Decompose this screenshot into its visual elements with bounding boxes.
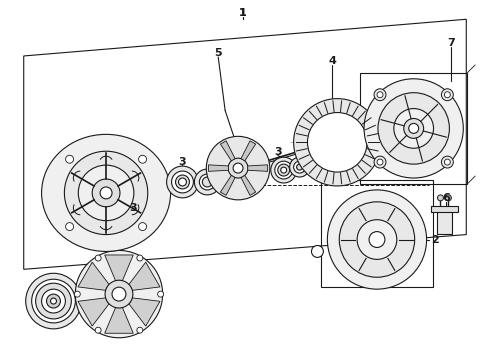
Circle shape (64, 151, 148, 235)
Circle shape (32, 279, 75, 323)
Circle shape (139, 155, 147, 163)
Circle shape (78, 165, 134, 221)
Circle shape (206, 136, 270, 200)
Circle shape (377, 92, 383, 98)
Circle shape (374, 89, 386, 101)
Circle shape (25, 273, 81, 329)
Text: 2: 2 (431, 234, 439, 244)
Circle shape (95, 255, 101, 261)
Text: 5: 5 (215, 48, 222, 58)
Text: 3: 3 (274, 147, 282, 157)
Polygon shape (24, 19, 466, 269)
Circle shape (74, 291, 80, 297)
Circle shape (175, 175, 190, 189)
Polygon shape (78, 298, 109, 326)
Circle shape (228, 158, 248, 178)
Circle shape (199, 174, 215, 190)
Circle shape (445, 195, 451, 201)
Circle shape (290, 157, 310, 177)
Text: 7: 7 (447, 38, 455, 48)
Polygon shape (105, 307, 133, 333)
Circle shape (294, 161, 306, 173)
Polygon shape (220, 141, 235, 161)
Circle shape (112, 287, 126, 301)
Text: 3: 3 (179, 157, 186, 167)
Circle shape (394, 109, 434, 148)
Text: 4: 4 (328, 56, 336, 66)
Polygon shape (208, 165, 228, 171)
Circle shape (105, 280, 133, 308)
Circle shape (312, 246, 323, 257)
Bar (437, 210, 452, 234)
Circle shape (438, 195, 443, 201)
Polygon shape (248, 165, 268, 171)
Polygon shape (105, 255, 133, 281)
Circle shape (278, 164, 290, 176)
Circle shape (47, 294, 60, 308)
Circle shape (308, 113, 367, 172)
Circle shape (377, 159, 383, 165)
Circle shape (167, 166, 198, 198)
Circle shape (50, 298, 56, 304)
Circle shape (36, 283, 72, 319)
Circle shape (137, 327, 143, 333)
Polygon shape (78, 262, 109, 291)
Circle shape (137, 255, 143, 261)
Text: 1: 1 (239, 8, 247, 18)
Circle shape (172, 171, 194, 193)
Bar (360, 73, 467, 184)
Circle shape (327, 190, 427, 289)
Circle shape (409, 123, 418, 133)
Circle shape (195, 169, 220, 195)
Ellipse shape (42, 134, 171, 251)
Text: 1: 1 (239, 8, 247, 18)
Polygon shape (241, 141, 256, 161)
Circle shape (275, 161, 293, 179)
Text: 6: 6 (442, 193, 450, 203)
Polygon shape (129, 262, 160, 291)
Circle shape (296, 164, 302, 170)
Circle shape (100, 187, 112, 199)
Polygon shape (241, 175, 256, 195)
Circle shape (357, 220, 397, 260)
Circle shape (378, 93, 449, 164)
Circle shape (271, 157, 296, 183)
Circle shape (404, 118, 424, 138)
Circle shape (42, 289, 65, 313)
Circle shape (75, 251, 163, 338)
Circle shape (66, 155, 74, 163)
Circle shape (158, 291, 164, 297)
Circle shape (444, 159, 450, 165)
Circle shape (281, 167, 287, 173)
Circle shape (364, 79, 464, 178)
Circle shape (339, 202, 415, 277)
Circle shape (66, 222, 74, 230)
Circle shape (92, 179, 120, 207)
Circle shape (441, 89, 453, 101)
Circle shape (139, 222, 147, 230)
Circle shape (233, 163, 243, 173)
Polygon shape (220, 175, 235, 195)
Circle shape (444, 92, 450, 98)
Circle shape (294, 99, 381, 186)
Circle shape (202, 177, 212, 187)
Bar (431, 206, 458, 212)
Circle shape (178, 178, 187, 186)
Circle shape (441, 156, 453, 168)
Polygon shape (129, 298, 160, 326)
Text: 3: 3 (129, 203, 137, 213)
Circle shape (369, 231, 385, 247)
Bar (321, 180, 433, 287)
Circle shape (374, 156, 386, 168)
Circle shape (95, 327, 101, 333)
